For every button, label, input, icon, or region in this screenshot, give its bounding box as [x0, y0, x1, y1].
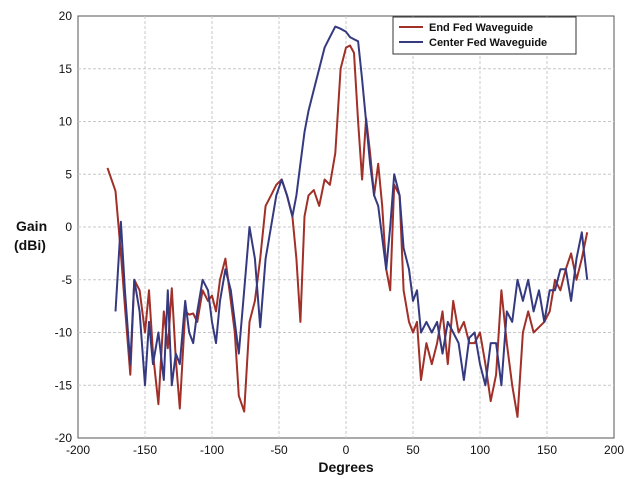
y-tick-label-8: 20 [59, 9, 73, 23]
y-tick-label-1: -15 [55, 378, 73, 392]
y-tick-label-6: 10 [59, 115, 73, 129]
y-axis-label-line2: (dBi) [14, 237, 46, 253]
legend-label-center-fed: Center Fed Waveguide [429, 37, 547, 49]
x-axis-label: Degrees [318, 459, 373, 475]
y-tick-label-4: 0 [65, 220, 72, 234]
legend-box [392, 16, 577, 55]
x-tick-label-0: -200 [66, 443, 90, 457]
x-tick-label-6: 100 [470, 443, 490, 457]
x-tick-label-4: 0 [343, 443, 350, 457]
y-tick-labels: -20 -15 -10 -5 0 5 10 15 20 [55, 9, 73, 445]
x-tick-label-7: 150 [537, 443, 557, 457]
series-layer [106, 25, 589, 418]
x-tick-label-3: -50 [270, 443, 288, 457]
x-tick-label-8: 200 [604, 443, 624, 457]
y-tick-label-5: 5 [65, 167, 72, 181]
x-tick-label-5: 50 [406, 443, 420, 457]
series-line-1 [114, 25, 589, 387]
x-tick-labels: -200 -150 -100 -50 0 50 100 150 200 [66, 443, 624, 457]
x-tick-label-1: -150 [133, 443, 157, 457]
y-axis-label-line1: Gain [16, 218, 47, 234]
x-tick-label-2: -100 [200, 443, 224, 457]
y-tick-label-3: -5 [61, 273, 72, 287]
y-tick-label-2: -10 [55, 326, 73, 340]
y-tick-label-7: 15 [59, 62, 73, 76]
legend-label-end-fed: End Fed Waveguide [429, 22, 533, 34]
y-tick-label-0: -20 [55, 431, 73, 445]
legend: End Fed Waveguide Center Fed Waveguide [392, 16, 577, 55]
